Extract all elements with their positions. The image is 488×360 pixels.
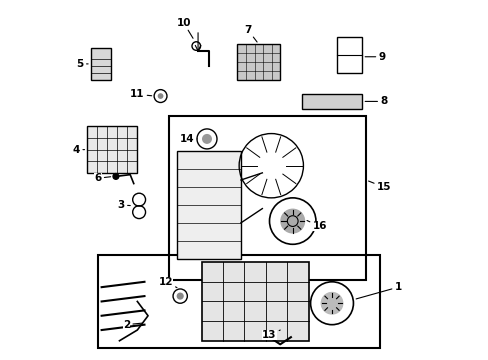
- Bar: [169, 116, 365, 280]
- Circle shape: [203, 135, 211, 143]
- Text: 5: 5: [76, 59, 88, 69]
- Text: 11: 11: [130, 89, 151, 99]
- Circle shape: [113, 174, 119, 179]
- Text: 13: 13: [262, 330, 280, 341]
- Text: 15: 15: [368, 181, 390, 192]
- Circle shape: [157, 93, 163, 99]
- Text: 1: 1: [355, 282, 401, 299]
- Text: 2: 2: [122, 320, 142, 330]
- Bar: [337, 37, 362, 73]
- Bar: [237, 44, 280, 80]
- Bar: [87, 126, 137, 173]
- Text: 8: 8: [365, 96, 386, 107]
- Bar: [98, 255, 380, 348]
- Circle shape: [280, 208, 305, 234]
- Bar: [201, 262, 308, 341]
- Text: 16: 16: [306, 220, 326, 231]
- Text: 7: 7: [244, 25, 257, 42]
- Text: 12: 12: [158, 277, 177, 288]
- Text: 14: 14: [180, 134, 197, 144]
- Bar: [91, 48, 110, 80]
- Text: 4: 4: [73, 145, 84, 155]
- Bar: [301, 94, 362, 109]
- Text: 9: 9: [365, 52, 385, 62]
- Bar: [176, 152, 241, 258]
- Circle shape: [177, 293, 183, 299]
- Text: 6: 6: [94, 173, 110, 183]
- Text: 10: 10: [176, 18, 193, 38]
- Circle shape: [321, 293, 342, 314]
- Text: 3: 3: [117, 200, 130, 210]
